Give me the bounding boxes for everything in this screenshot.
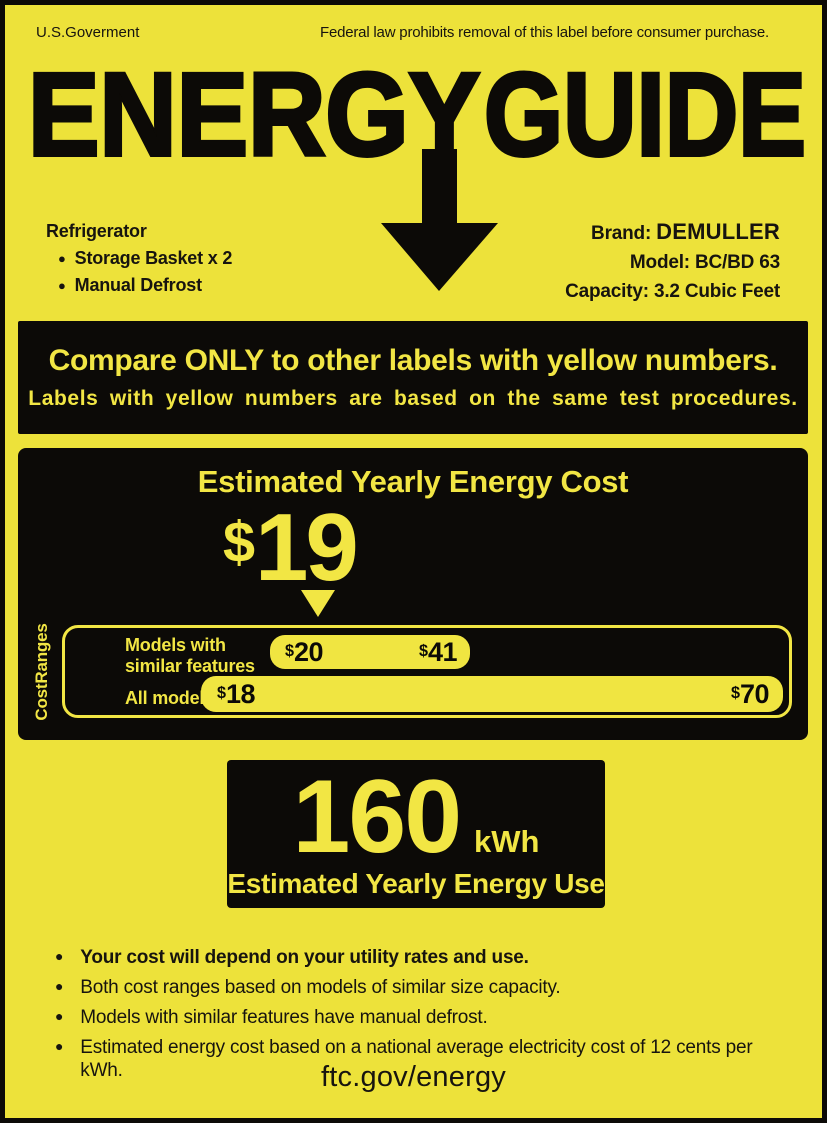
currency-symbol: $ — [285, 641, 295, 660]
compare-subline: Labels with yellow numbers are based on … — [28, 387, 798, 410]
bullet-icon: ● — [58, 278, 66, 293]
similar-models-label-line2: similar features — [125, 656, 255, 676]
footnote: ● Models with similar features have manu… — [55, 1006, 785, 1029]
yearly-cost-value: $19 — [223, 500, 359, 596]
brand-value: DEMULLER — [656, 219, 780, 244]
federal-notice-text: Federal law prohibits removal of this la… — [320, 24, 769, 41]
similar-models-min: $20 — [285, 636, 324, 667]
all-models-max: $70 — [730, 678, 770, 709]
energy-use-unit: kWh — [474, 824, 540, 860]
product-feature: ● Manual Defrost — [46, 272, 232, 299]
cost-ranges-axis-label: CostRanges — [32, 622, 51, 721]
footnote: ● Both cost ranges based on models of si… — [55, 976, 785, 999]
down-arrow-stem-icon — [422, 149, 457, 227]
footnotes: ● Your cost will depend on your utility … — [55, 946, 785, 1082]
all-models-min: $18 — [217, 678, 256, 709]
model-line: Model: BC/BD 63 — [565, 248, 780, 277]
bullet-icon: ● — [55, 1038, 64, 1054]
product-info: Refrigerator ● Storage Basket x 2 ● Manu… — [46, 218, 232, 299]
cost-ranges-axis: CostRanges — [22, 622, 62, 721]
bullet-icon: ● — [55, 1008, 64, 1024]
all-models-range-bar: $18 $70 — [201, 676, 783, 712]
logo-guide-text: GUIDE — [484, 63, 806, 181]
capacity-value: 3.2 Cubic Feet — [653, 281, 780, 302]
energy-cost-panel: Estimated Yearly Energy Cost $19 CostRan… — [18, 448, 808, 740]
similar-models-label: Models with similar features — [125, 635, 255, 677]
footnote: ● Your cost will depend on your utility … — [55, 946, 785, 969]
model-value: BC/BD 63 — [695, 252, 780, 273]
similar-models-range-bar: $20 $41 — [270, 635, 470, 669]
currency-symbol: $ — [730, 683, 740, 702]
energy-use-caption: Estimated Yearly Energy Use — [227, 867, 605, 899]
product-identity: Brand: DEMULLER Model: BC/BD 63 Capacity… — [565, 217, 780, 306]
footnote-text: Estimated energy cost based on a nationa… — [80, 1037, 753, 1081]
product-feature-label: Manual Defrost — [74, 275, 202, 295]
brand-line: Brand: DEMULLER — [565, 217, 780, 248]
currency-symbol: $ — [418, 641, 428, 660]
yearly-energy-use-box: 160 kWh Estimated Yearly Energy Use — [227, 760, 605, 908]
bullet-icon: ● — [55, 948, 64, 964]
compare-headline: Compare ONLY to other labels with yellow… — [48, 344, 778, 377]
energy-use-value: 160 — [292, 759, 463, 876]
logo-energy-text: ENERGY — [28, 63, 480, 181]
energy-cost-title: Estimated Yearly Energy Cost — [197, 464, 629, 499]
similar-models-label-line1: Models with — [125, 635, 226, 655]
product-feature: ● Storage Basket x 2 — [46, 245, 232, 272]
government-text: U.S.Goverment — [36, 24, 140, 41]
footnote-text: Both cost ranges based on models of simi… — [80, 977, 561, 998]
cost-ranges-box: Models with similar features $20 $41 All… — [62, 625, 792, 718]
compare-banner: Compare ONLY to other labels with yellow… — [18, 321, 808, 434]
footnote-text: Your cost will depend on your utility ra… — [80, 947, 529, 968]
brand-label: Brand: — [591, 223, 652, 244]
currency-symbol: $ — [217, 683, 227, 702]
ftc-website-text: ftc.gov/energy — [321, 1061, 506, 1093]
max-amount: 41 — [427, 636, 458, 667]
similar-models-max: $41 — [418, 636, 458, 667]
min-amount: 18 — [226, 678, 256, 709]
energy-use-row: 160 kWh — [292, 759, 540, 876]
all-models-label-line1: All models — [125, 688, 215, 708]
footnote-text: Models with similar features have manual… — [80, 1007, 488, 1028]
capacity-line: Capacity: 3.2 Cubic Feet — [565, 277, 780, 306]
cost-amount: 19 — [255, 494, 359, 601]
product-type: Refrigerator — [46, 221, 147, 241]
down-arrow-head-icon — [381, 223, 498, 291]
currency-symbol: $ — [223, 510, 256, 575]
all-models-label: All models — [125, 688, 214, 709]
model-label: Model: — [629, 252, 690, 273]
footnote: ● Estimated energy cost based on a natio… — [55, 1036, 785, 1082]
bullet-icon: ● — [55, 978, 64, 994]
energyguide-logo: ENERGY GUIDE — [26, 63, 808, 291]
capacity-label: Capacity: — [565, 281, 649, 302]
cost-marker-arrow-icon — [301, 590, 335, 617]
max-amount: 70 — [739, 678, 770, 709]
bullet-icon: ● — [58, 251, 66, 266]
product-feature-label: Storage Basket x 2 — [74, 248, 233, 268]
min-amount: 20 — [294, 636, 324, 667]
